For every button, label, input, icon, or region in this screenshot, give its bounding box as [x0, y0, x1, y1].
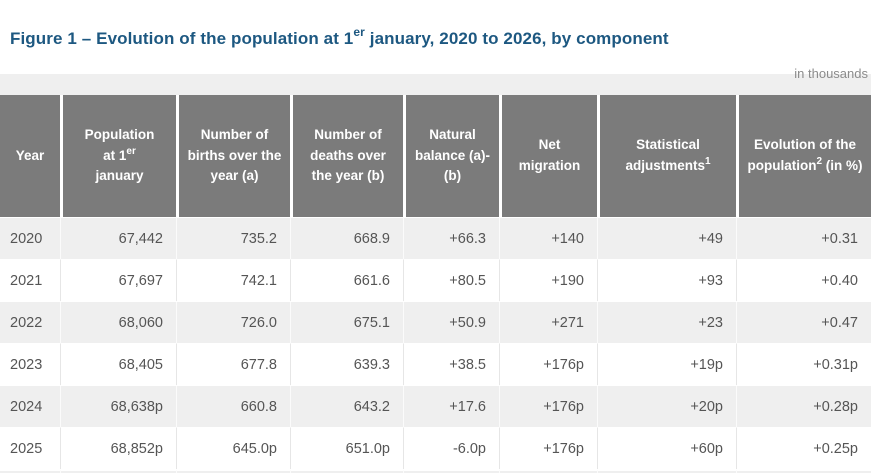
evolution-header-superscript: 2: [816, 156, 823, 167]
population-header-line2: at 1: [103, 147, 127, 163]
figure-title: Figure 1 – Evolution of the population a…: [10, 25, 871, 51]
cell-partial: [0, 469, 60, 473]
cell-year: 2023: [0, 343, 60, 385]
population-header-superscript: er: [126, 145, 136, 157]
cell-evolution: +0.47: [736, 301, 871, 343]
cell-net-migration: +176p: [499, 427, 597, 469]
cell-net-migration: +176p: [499, 385, 597, 427]
cell-births: 660.8: [176, 385, 290, 427]
cell-deaths: 643.2: [290, 385, 403, 427]
cell-population: 68,852p: [60, 427, 176, 469]
cell-year: 2022: [0, 301, 60, 343]
net-migration-header-label: Net migration: [518, 137, 581, 173]
cell-partial: [736, 469, 871, 473]
table-row-2021: 2021 67,697 742.1 661.6 +80.5 +190 +93 +…: [0, 259, 871, 301]
col-header-year-label: Year: [15, 147, 45, 163]
cell-natural-balance: +50.9: [403, 301, 499, 343]
cell-deaths: 668.9: [290, 217, 403, 259]
cell-births: 677.8: [176, 343, 290, 385]
cell-year: 2025: [0, 427, 60, 469]
cell-year: 2021: [0, 259, 60, 301]
cell-deaths: 639.3: [290, 343, 403, 385]
cell-population: 68,060: [60, 301, 176, 343]
table-row-2023: 2023 68,405 677.8 639.3 +38.5 +176p +19p…: [0, 343, 871, 385]
cell-births: 726.0: [176, 301, 290, 343]
col-header-natural-balance: Natural balance (a)-(b): [403, 95, 499, 217]
evolution-header-tail: (in %): [822, 158, 863, 173]
cell-births: 735.2: [176, 217, 290, 259]
population-header-line3: january: [95, 168, 144, 184]
cell-year: 2020: [0, 217, 60, 259]
cell-natural-balance: +17.6: [403, 385, 499, 427]
cell-natural-balance: +66.3: [403, 217, 499, 259]
natural-balance-header-label: Natural balance (a)-(b): [414, 126, 491, 184]
cell-partial: [176, 469, 290, 473]
cell-statistical-adjustments: +93: [597, 259, 736, 301]
table-row-2020: 2020 67,442 735.2 668.9 +66.3 +140 +49 +…: [0, 217, 871, 259]
cell-population: 67,442: [60, 217, 176, 259]
population-header-line1: Population: [84, 126, 155, 142]
table-row-2025: 2025 68,852p 645.0p 651.0p -6.0p +176p +…: [0, 427, 871, 469]
cell-deaths: 675.1: [290, 301, 403, 343]
cell-year: 2024: [0, 385, 60, 427]
evolution-header-label: Evolution of the population: [747, 137, 856, 173]
cell-evolution: +0.28p: [736, 385, 871, 427]
unit-note: in thousands: [794, 66, 868, 81]
cell-deaths: 651.0p: [290, 427, 403, 469]
deaths-header-label: Number of deaths over the year (b): [310, 126, 386, 184]
cell-population: 68,405: [60, 343, 176, 385]
statistical-header-label: Statistical adjustments: [625, 137, 705, 173]
col-header-deaths: Number of deaths over the year (b): [290, 95, 403, 217]
cell-statistical-adjustments: +49: [597, 217, 736, 259]
cell-partial: [403, 469, 499, 473]
col-header-net-migration: Net migration: [499, 95, 597, 217]
cell-statistical-adjustments: +23: [597, 301, 736, 343]
figure-title-superscript: er: [353, 25, 365, 39]
cell-natural-balance: -6.0p: [403, 427, 499, 469]
cell-net-migration: +190: [499, 259, 597, 301]
table-row-partial: [0, 469, 871, 473]
cell-partial: [60, 469, 176, 473]
col-header-births: Number of births over the year (a): [176, 95, 290, 217]
figure-title-part1: Figure 1 – Evolution of the population a…: [10, 29, 354, 48]
cell-population: 68,638p: [60, 385, 176, 427]
cell-births: 645.0p: [176, 427, 290, 469]
cell-net-migration: +176p: [499, 343, 597, 385]
cell-net-migration: +140: [499, 217, 597, 259]
cell-partial: [597, 469, 736, 473]
cell-evolution: +0.31: [736, 217, 871, 259]
table-row-2024: 2024 68,638p 660.8 643.2 +17.6 +176p +20…: [0, 385, 871, 427]
table-header: Year Population at 1er january Number of b…: [0, 95, 871, 217]
cell-natural-balance: +38.5: [403, 343, 499, 385]
population-table: Year Population at 1er january Number of b…: [0, 95, 871, 473]
cell-statistical-adjustments: +20p: [597, 385, 736, 427]
cell-births: 742.1: [176, 259, 290, 301]
cell-statistical-adjustments: +60p: [597, 427, 736, 469]
cell-natural-balance: +80.5: [403, 259, 499, 301]
cell-partial: [290, 469, 403, 473]
figure-title-part2: january, 2020 to 2026, by component: [364, 29, 669, 48]
table-row-2022: 2022 68,060 726.0 675.1 +50.9 +271 +23 +…: [0, 301, 871, 343]
cell-population: 67,697: [60, 259, 176, 301]
cell-partial: [499, 469, 597, 473]
cell-evolution: +0.25p: [736, 427, 871, 469]
cell-evolution: +0.31p: [736, 343, 871, 385]
cell-deaths: 661.6: [290, 259, 403, 301]
births-header-label: Number of births over the year (a): [187, 126, 282, 184]
col-header-statistical-adjustments: Statistical adjustments1: [597, 95, 736, 217]
col-header-population: Population at 1er january: [60, 95, 176, 217]
cell-net-migration: +271: [499, 301, 597, 343]
cell-evolution: +0.40: [736, 259, 871, 301]
col-header-evolution: Evolution of the population2 (in %): [736, 95, 871, 217]
statistical-header-superscript: 1: [704, 156, 711, 167]
table-body: 2020 67,442 735.2 668.9 +66.3 +140 +49 +…: [0, 217, 871, 473]
header-row: Year Population at 1er january Number of b…: [0, 95, 871, 217]
cell-statistical-adjustments: +19p: [597, 343, 736, 385]
table-top-strip: [0, 74, 871, 95]
col-header-year: Year: [0, 95, 60, 217]
